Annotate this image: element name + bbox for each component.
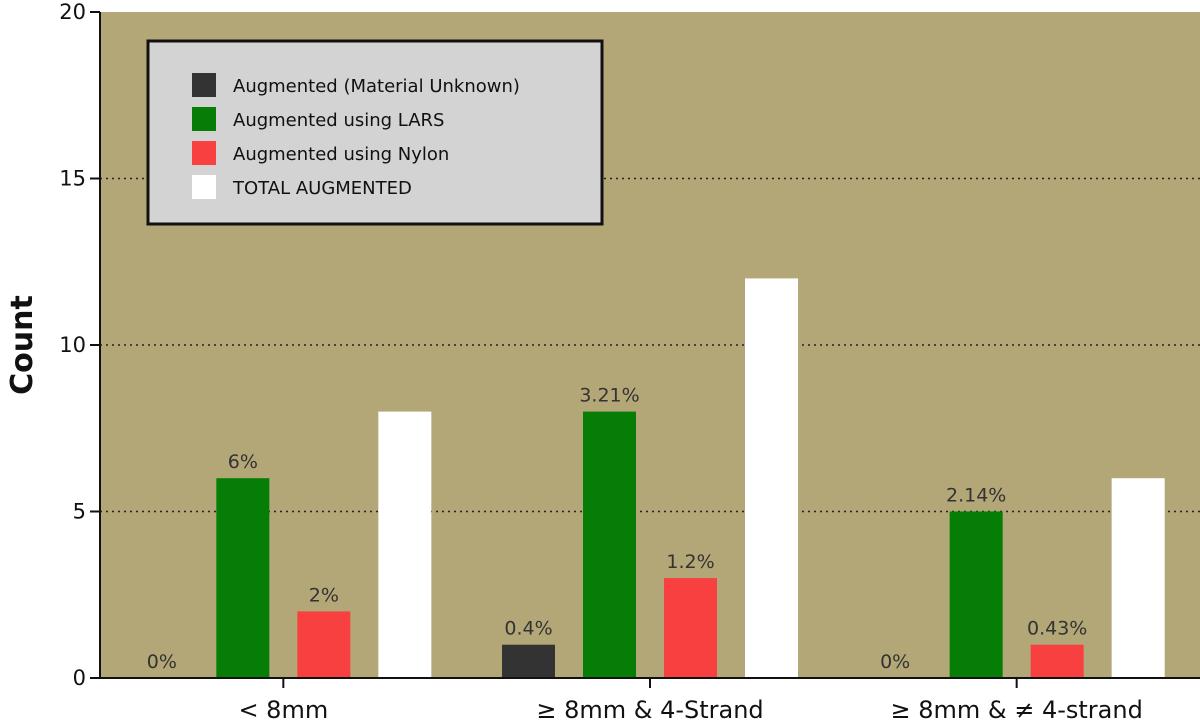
- bar: [745, 278, 798, 678]
- bar: [297, 611, 351, 678]
- y-tick-label: 0: [73, 666, 86, 690]
- legend-swatch: [192, 73, 216, 97]
- bar: [502, 644, 555, 678]
- legend-swatch: [192, 175, 216, 199]
- bar: [664, 578, 717, 678]
- data-label: 0%: [880, 651, 910, 673]
- x-tick-label: < 8mm: [238, 696, 328, 724]
- y-ticks: 0 5 10 15 20: [59, 0, 100, 690]
- y-tick-label: 10: [59, 333, 86, 357]
- data-label: 2%: [309, 584, 339, 606]
- bar: [583, 411, 636, 678]
- data-labels: 0% 6% 2% 0.4% 3.21% 1.2% 0% 2.14% 0.43%: [147, 385, 1088, 673]
- legend-entry: Augmented (Material Unknown): [233, 76, 520, 97]
- x-tick-label: ≥ 8mm & ≠ 4-strand: [890, 696, 1142, 724]
- data-label: 0.4%: [504, 618, 552, 640]
- data-label: 2.14%: [946, 485, 1006, 507]
- bar: [1030, 644, 1084, 678]
- bars: [216, 278, 1165, 678]
- bar: [378, 411, 432, 678]
- data-label: 6%: [228, 451, 258, 473]
- bar: [1111, 478, 1165, 678]
- legend-box: [146, 39, 604, 226]
- data-label: 3.21%: [579, 385, 639, 407]
- data-label: 0.43%: [1027, 618, 1087, 640]
- y-tick-label: 20: [59, 0, 86, 24]
- y-tick-label: 5: [73, 500, 86, 524]
- x-tick-label: ≥ 8mm & 4-Strand: [536, 696, 763, 724]
- data-label: 1.2%: [666, 551, 714, 573]
- legend-entry: Augmented using LARS: [233, 110, 444, 131]
- legend-entry: Augmented using Nylon: [233, 144, 449, 165]
- x-ticks: < 8mm ≥ 8mm & 4-Strand ≥ 8mm & ≠ 4-strand: [238, 678, 1143, 724]
- legend-entry: TOTAL AUGMENTED: [232, 178, 412, 199]
- legend-swatch: [192, 141, 216, 165]
- legend: Augmented (Material Unknown) Augmented us…: [146, 39, 604, 226]
- bar: [949, 511, 1003, 678]
- data-label: 0%: [147, 651, 177, 673]
- bar: [216, 478, 270, 678]
- y-tick-label: 15: [59, 167, 86, 191]
- legend-swatch: [192, 107, 216, 131]
- y-axis-label: Count: [5, 295, 40, 395]
